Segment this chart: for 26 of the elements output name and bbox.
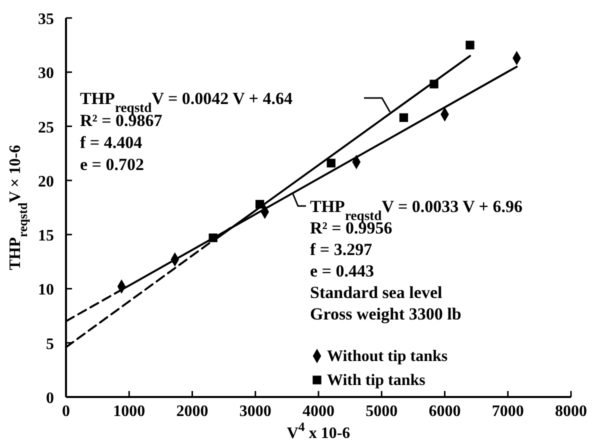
annotation: Gross weight 3300 lb — [310, 304, 462, 324]
x-tick-label: 3000 — [239, 403, 272, 420]
legend-label: Without tip tanks — [327, 348, 448, 365]
x-tick-label: 8000 — [555, 403, 587, 420]
annotation: e = 0.702 — [80, 155, 144, 174]
x-tick-label: 7000 — [492, 403, 524, 420]
y-tick-label: 30 — [38, 65, 54, 82]
x-axis-title: V$^{4}$ x 10-6 — [286, 420, 350, 442]
x-tick-label: 6000 — [428, 403, 461, 420]
annotation: Standard sea level — [310, 283, 442, 302]
y-tick-label: 15 — [38, 228, 54, 245]
x-tick-label: 1000 — [113, 403, 146, 420]
y-tick-label: 35 — [38, 11, 54, 28]
annotation: f = 4.404 — [80, 133, 143, 152]
y-tick-label: 5 — [46, 336, 54, 353]
x-tick-label: 5000 — [366, 403, 398, 420]
y-tick-label: 10 — [38, 282, 54, 299]
x-tick-label: 4000 — [302, 403, 334, 420]
y-tick-label: 25 — [38, 119, 54, 136]
x-tick-label: 0 — [62, 403, 70, 420]
x-tick-label: 2000 — [176, 403, 208, 420]
legend-label: With tip tanks — [327, 372, 426, 389]
y-tick-label: 20 — [38, 173, 54, 190]
y-tick-label: 0 — [46, 390, 54, 407]
annotation: e = 0.443 — [310, 262, 374, 280]
annotation: f = 3.297 — [310, 240, 373, 259]
